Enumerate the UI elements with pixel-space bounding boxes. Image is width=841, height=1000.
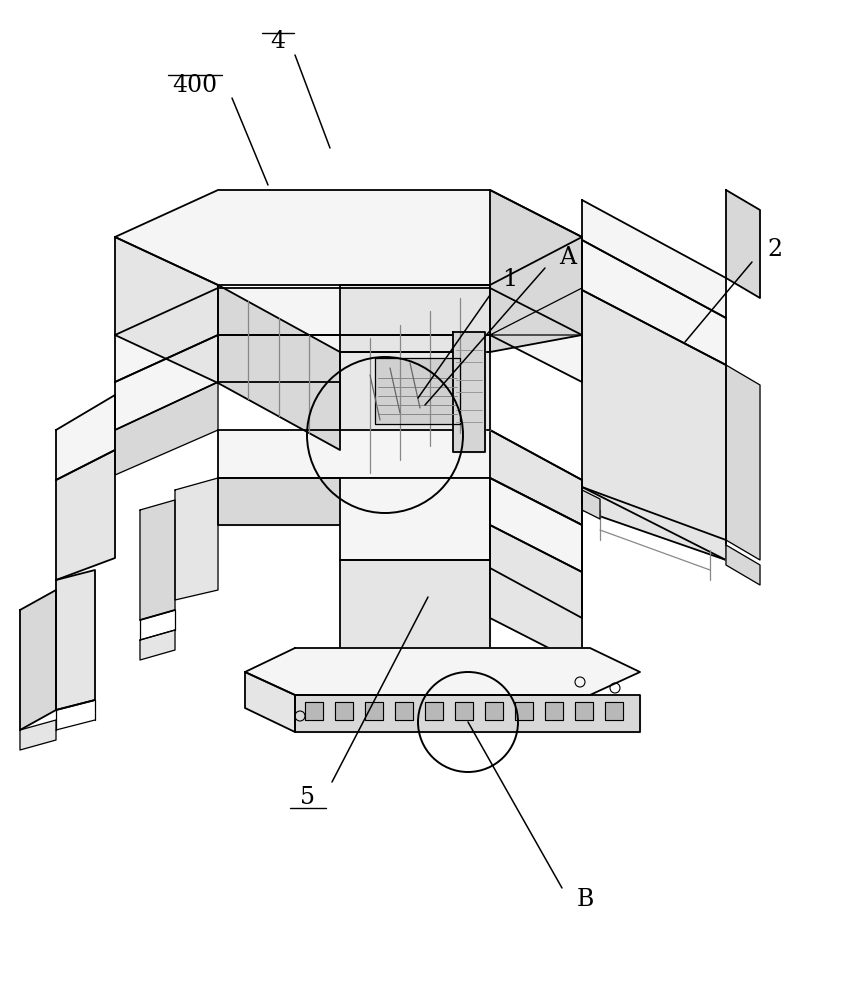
Polygon shape bbox=[490, 288, 582, 335]
Text: B: B bbox=[576, 888, 594, 912]
Polygon shape bbox=[245, 648, 640, 695]
Polygon shape bbox=[395, 702, 413, 720]
Polygon shape bbox=[455, 702, 473, 720]
Polygon shape bbox=[545, 702, 563, 720]
Polygon shape bbox=[245, 672, 295, 732]
Text: 2: 2 bbox=[768, 238, 783, 261]
Text: 1: 1 bbox=[502, 268, 517, 292]
Polygon shape bbox=[140, 500, 175, 620]
Text: 4: 4 bbox=[271, 30, 286, 53]
Polygon shape bbox=[490, 525, 582, 665]
Text: 400: 400 bbox=[172, 75, 218, 98]
Polygon shape bbox=[490, 478, 582, 618]
Polygon shape bbox=[20, 590, 56, 730]
Polygon shape bbox=[56, 395, 115, 480]
Polygon shape bbox=[218, 285, 340, 450]
Polygon shape bbox=[305, 702, 323, 720]
Polygon shape bbox=[115, 288, 582, 382]
Polygon shape bbox=[582, 487, 726, 560]
Polygon shape bbox=[115, 190, 582, 285]
Polygon shape bbox=[140, 630, 175, 660]
Polygon shape bbox=[295, 695, 640, 732]
Polygon shape bbox=[56, 570, 95, 710]
Polygon shape bbox=[582, 200, 726, 318]
Polygon shape bbox=[175, 478, 218, 600]
Polygon shape bbox=[115, 237, 218, 383]
Polygon shape bbox=[218, 430, 582, 525]
Polygon shape bbox=[340, 352, 490, 430]
Polygon shape bbox=[56, 450, 115, 580]
Polygon shape bbox=[575, 702, 593, 720]
Polygon shape bbox=[375, 358, 460, 424]
Text: 5: 5 bbox=[300, 786, 315, 808]
Polygon shape bbox=[20, 720, 56, 750]
Polygon shape bbox=[582, 240, 726, 365]
Polygon shape bbox=[726, 545, 760, 585]
Polygon shape bbox=[218, 478, 490, 525]
Polygon shape bbox=[485, 702, 503, 720]
Polygon shape bbox=[726, 190, 760, 298]
Polygon shape bbox=[115, 335, 490, 430]
Polygon shape bbox=[582, 290, 726, 560]
Polygon shape bbox=[340, 285, 490, 352]
Polygon shape bbox=[335, 702, 353, 720]
Polygon shape bbox=[726, 365, 760, 560]
Polygon shape bbox=[490, 478, 582, 572]
Polygon shape bbox=[490, 430, 582, 525]
Text: A: A bbox=[559, 246, 576, 269]
Polygon shape bbox=[515, 702, 533, 720]
Polygon shape bbox=[425, 702, 443, 720]
Polygon shape bbox=[115, 382, 218, 475]
Polygon shape bbox=[365, 702, 383, 720]
Polygon shape bbox=[340, 478, 490, 560]
Polygon shape bbox=[490, 190, 582, 352]
Polygon shape bbox=[340, 560, 490, 650]
Polygon shape bbox=[605, 702, 623, 720]
Polygon shape bbox=[453, 332, 485, 452]
Polygon shape bbox=[582, 490, 600, 519]
